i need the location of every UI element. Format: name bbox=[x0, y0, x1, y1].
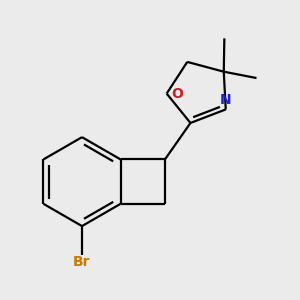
Text: Br: Br bbox=[73, 255, 91, 269]
Text: O: O bbox=[171, 87, 183, 100]
Text: N: N bbox=[220, 93, 232, 107]
